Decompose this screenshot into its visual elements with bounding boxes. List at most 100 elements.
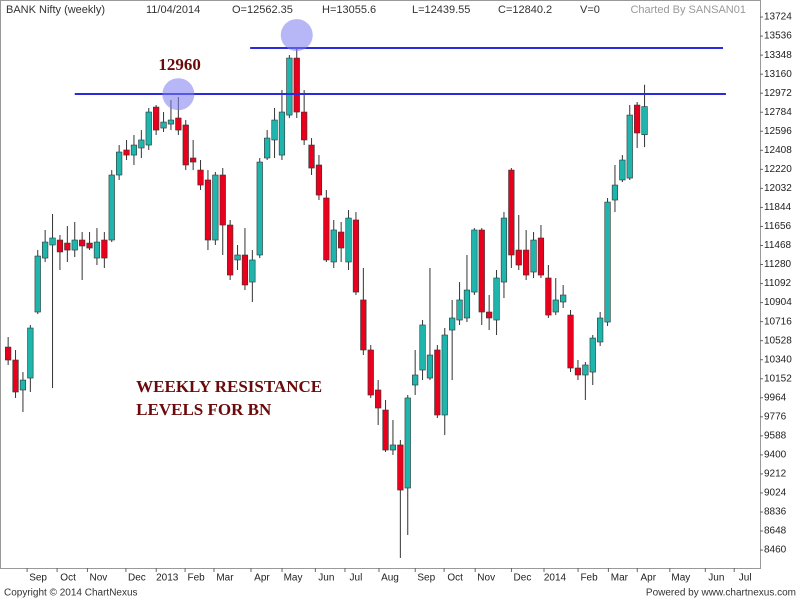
x-tick-label: Aug [381, 573, 399, 584]
candle-body [486, 311, 493, 319]
candle-body [167, 119, 175, 125]
candle-body [604, 201, 611, 323]
x-tick-label: Nov [90, 573, 108, 584]
x-tick-label: Nov [477, 573, 495, 584]
candle-body [574, 367, 582, 376]
candle-body [56, 239, 64, 253]
candle-body [634, 104, 641, 134]
y-tick-label: 9024 [764, 488, 787, 499]
header-high: H=13055.6 [322, 4, 376, 16]
candle-body [397, 444, 404, 491]
candle-body [42, 241, 49, 259]
y-tick-label: 11656 [764, 221, 792, 232]
y-tick-label: 9588 [764, 430, 787, 441]
candle-body [323, 197, 330, 261]
x-tick-label: Feb [580, 573, 598, 584]
y-tick-label: 11468 [764, 240, 792, 251]
candle-body [204, 179, 212, 241]
candle-body [360, 299, 367, 351]
candle-body [404, 397, 411, 489]
candle-body [515, 249, 522, 266]
candle-body [582, 364, 589, 376]
candle-body [478, 229, 485, 313]
candle-body [197, 169, 204, 186]
x-tick-label: Dec [128, 573, 146, 584]
x-tick-label: May [284, 573, 303, 584]
candle-body [27, 327, 34, 379]
candle-body [64, 242, 71, 251]
annotation: WEEKLY RESISTANCE [136, 377, 322, 396]
y-tick-label: 12220 [764, 164, 792, 175]
y-tick-label: 9212 [764, 469, 787, 480]
candle-body [375, 389, 382, 409]
candle-body [108, 174, 115, 241]
y-tick-label: 12784 [764, 107, 792, 118]
candle-body [308, 144, 315, 169]
candle-body [552, 299, 559, 313]
x-tick-label: Jul [350, 573, 363, 584]
y-tick-label: 12596 [764, 126, 792, 137]
candle-body [434, 349, 441, 416]
y-tick-label: 11844 [764, 202, 792, 213]
candle-body [641, 106, 648, 135]
candle-body [597, 317, 604, 343]
candle-body [138, 139, 145, 149]
candle-body [271, 119, 278, 141]
candle-body [500, 217, 508, 283]
y-tick-label: 11280 [764, 259, 792, 270]
candle-body [426, 354, 434, 379]
y-tick-label: 9964 [764, 392, 787, 403]
chart-title: BANK Nifty (weekly) [6, 4, 105, 16]
x-tick-label: Dec [514, 573, 532, 584]
candle-body [412, 374, 419, 386]
candle-body [212, 174, 219, 241]
candle-body [345, 217, 352, 263]
y-tick-label: 12032 [764, 183, 792, 194]
header-volume: V=0 [580, 4, 600, 16]
candle-body [463, 289, 471, 319]
candle-body [367, 349, 374, 396]
header-low: L=12439.55 [412, 4, 470, 16]
y-tick-label: 13724 [764, 12, 792, 23]
candle-body [626, 114, 633, 179]
candle-body [389, 444, 397, 451]
candle-body [123, 149, 130, 156]
y-tick-label: 13536 [764, 31, 792, 42]
candle-body [278, 111, 286, 156]
y-tick-label: 13160 [764, 69, 792, 80]
candle-body [241, 254, 249, 286]
candle-body [5, 346, 12, 361]
x-tick-label: Mar [216, 573, 234, 584]
candle-body [101, 239, 108, 259]
x-tick-label: Oct [60, 573, 76, 584]
annotation: LEVELS FOR BN [136, 400, 272, 419]
candle-body [449, 317, 456, 331]
candle-body [234, 254, 241, 261]
x-tick-label: Sep [417, 573, 435, 584]
y-tick-label: 10340 [764, 354, 792, 365]
x-tick-label: Apr [640, 573, 656, 584]
y-tick-label: 12972 [764, 88, 792, 99]
candle-body [456, 299, 463, 321]
candle-body [34, 255, 41, 313]
candle-body [493, 277, 500, 321]
y-tick-label: 10904 [764, 297, 792, 308]
x-tick-label: Jun [708, 573, 724, 584]
x-tick-label: Feb [187, 573, 205, 584]
header-date: 11/04/2014 [146, 4, 200, 16]
candle-body [545, 277, 552, 316]
candle-body [12, 359, 19, 393]
candle-body [264, 137, 271, 159]
candle-body [71, 239, 78, 251]
y-tick-label: 13348 [764, 50, 792, 61]
plot-frame [0, 0, 761, 569]
x-tick-label: Sep [29, 573, 47, 584]
highlight-circle [280, 19, 313, 52]
candle-body [49, 237, 56, 246]
header-open: O=12562.35 [232, 4, 293, 16]
x-tick-label: Mar [611, 573, 629, 584]
candle-body [330, 229, 337, 263]
y-tick-label: 8460 [764, 545, 787, 556]
candle-body [116, 151, 123, 176]
